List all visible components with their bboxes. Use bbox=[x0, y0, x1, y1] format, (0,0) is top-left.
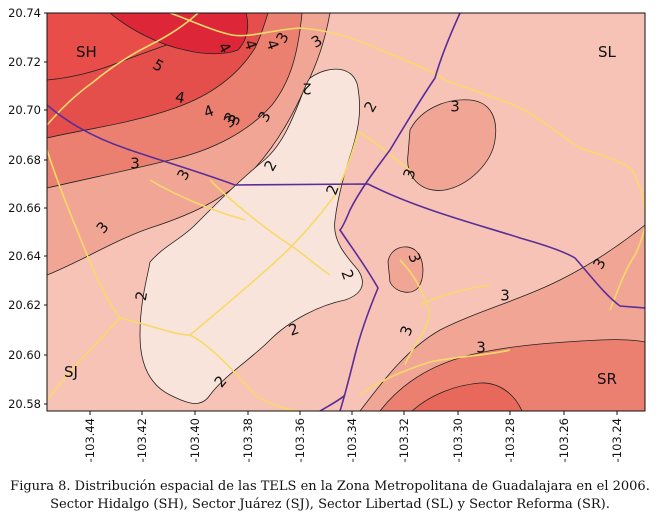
longitude-tick-label: -103.28 bbox=[503, 418, 517, 462]
zone-level-5-se bbox=[411, 382, 523, 411]
sector-label-sj: SJ bbox=[64, 363, 78, 381]
longitude-tick-label: -103.42 bbox=[135, 418, 149, 462]
contour-label: 2 bbox=[302, 80, 312, 98]
zone-level-7-nw bbox=[109, 13, 249, 55]
latitude-tick-label: 20.64 bbox=[8, 249, 41, 263]
contour-label: 2 bbox=[132, 290, 151, 303]
longitude-tick-label: -103.26 bbox=[557, 418, 571, 462]
zone-level-3b-east-oval bbox=[407, 99, 497, 191]
figure-caption: Figura 8. Distribución espacial de las T… bbox=[0, 478, 660, 514]
longitude-tick-label: -103.44 bbox=[83, 418, 97, 462]
latitude-tick-label: 20.72 bbox=[8, 55, 41, 69]
longitude-tick-label: -103.38 bbox=[241, 418, 255, 462]
map-plot-area bbox=[47, 13, 645, 411]
caption-line-2: Sector Hidalgo (SH), Sector Juárez (SJ),… bbox=[50, 497, 610, 512]
longitude-tick-label: -103.36 bbox=[293, 418, 307, 462]
latitude-tick-label: 20.60 bbox=[8, 348, 41, 362]
roads bbox=[47, 13, 645, 411]
longitude-tick-label: -103.32 bbox=[397, 418, 411, 462]
longitude-tick-label: -103.34 bbox=[345, 418, 359, 462]
latitude-axis: 20.74 20.72 20.70 20.68 20.66 20.64 20.62 20.60… bbox=[8, 6, 47, 411]
contour-label: 3 bbox=[450, 98, 460, 116]
latitude-tick-label: 20.66 bbox=[8, 201, 41, 215]
longitude-tick-label: -103.40 bbox=[188, 418, 202, 462]
contour-label: 3 bbox=[130, 155, 140, 173]
longitude-tick-label: -103.30 bbox=[451, 418, 465, 462]
sector-boundaries bbox=[47, 13, 645, 411]
sector-label-sr: SR bbox=[597, 370, 617, 388]
contour-label: 4 bbox=[174, 88, 187, 107]
latitude-tick-label: 20.68 bbox=[8, 153, 41, 167]
sector-label-sh: SH bbox=[76, 43, 97, 61]
latitude-tick-label: 20.58 bbox=[8, 397, 41, 411]
map-frame-border bbox=[46, 12, 646, 412]
longitude-axis: -103.44 -103.42 -103.40 -103.38 -103.36 -103.… bbox=[83, 411, 624, 462]
latitude-tick-label: 20.62 bbox=[8, 298, 41, 312]
sector-label-sl: SL bbox=[598, 43, 617, 61]
caption-line-1: Figura 8. Distribución espacial de las T… bbox=[10, 479, 650, 494]
contour-label: 3 bbox=[500, 287, 510, 305]
latitude-tick-label: 20.74 bbox=[8, 6, 41, 20]
zone-level-3b-small-oval bbox=[387, 246, 424, 293]
contour-label: 3 bbox=[476, 339, 486, 357]
longitude-tick-label: -103.24 bbox=[610, 418, 624, 462]
latitude-tick-label: 20.70 bbox=[8, 103, 41, 117]
